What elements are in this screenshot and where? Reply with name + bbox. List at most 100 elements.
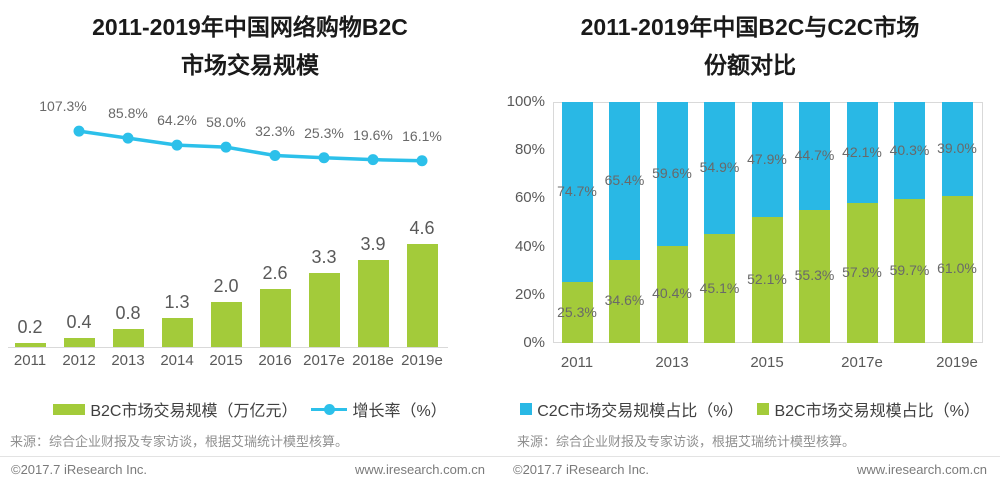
- growth-line-point: [220, 141, 232, 153]
- b2c-share-label: 34.6%: [604, 292, 645, 309]
- x-axis-tick-label: 2018e: [352, 352, 394, 369]
- y-axis-tick-label: 40%: [514, 237, 545, 255]
- bar-value-label: 0.4: [66, 312, 92, 333]
- bar-segment-b2c: [751, 217, 783, 343]
- right-chart-title-line2: 份额对比: [704, 52, 796, 78]
- left-footer: ©2017.7 iResearch Inc. www.iresearch.com…: [11, 462, 485, 477]
- b2c-share-label: 57.9%: [842, 264, 882, 281]
- y-axis-tick-label: 0%: [523, 334, 545, 351]
- b2c-share-label: 55.3%: [794, 267, 835, 284]
- bar-value-label: 0.2: [17, 316, 43, 337]
- growth-line-point: [416, 155, 428, 167]
- legend-item-growth-rate: 增长率（%）: [311, 397, 447, 421]
- x-axis-tick-label: 2013: [111, 352, 145, 369]
- left-chart-plot: 0.2 2011 0.4 2012 0.8 2013 1.3 2014 2.0 2015 2.6 20…: [8, 98, 448, 369]
- x-axis-tick-label: 2016: [258, 352, 292, 369]
- bar-segment-c2c: [609, 102, 640, 260]
- right-chart-plot: 0% 20% 40% 60% 80% 100% 74.7% 25.3% 65.4% 34.6% 59…: [500, 0, 1000, 482]
- bar-segment-b2c: [941, 195, 973, 343]
- c2c-share-label: 54.9%: [699, 159, 740, 176]
- x-axis-tick-label: 2014: [160, 352, 194, 369]
- c2c-share-label: 44.7%: [794, 146, 835, 163]
- left-chart-title-line2: 市场交易规模: [181, 52, 319, 78]
- b2c-share-label: 25.3%: [557, 303, 597, 320]
- bar-b2c-scale: [161, 317, 193, 347]
- right-chart-title: 2011-2019年中国B2C与C2C市场 份额对比: [500, 8, 1000, 84]
- website-link[interactable]: www.iresearch.com.cn: [354, 462, 485, 477]
- c2c-share-label: 59.6%: [652, 164, 692, 181]
- growth-rate-label: 64.2%: [157, 112, 197, 129]
- legend-label-c2c-share: C2C市场交易规模占比（%）: [537, 403, 744, 420]
- b2c-share-label: 61.0%: [937, 260, 977, 277]
- y-axis-tick-label: 80%: [514, 141, 545, 159]
- x-axis-tick-label: 2017e: [303, 352, 345, 369]
- y-axis-tick-label: 20%: [514, 285, 545, 303]
- left-divider: [0, 456, 500, 457]
- b2c-share-label: 59.7%: [889, 262, 930, 279]
- left-chart-panel: 2011-2019年中国网络购物B2C 市场交易规模 0.2 2011 0.4 201…: [0, 8, 500, 477]
- legend-item-c2c-share: C2C市场交易规模占比（%）: [520, 397, 743, 421]
- x-axis-tick-label: 2011: [13, 352, 47, 369]
- bar-value-label: 0.8: [115, 303, 141, 324]
- bar-segment-b2c: [704, 234, 735, 343]
- bar-swatch-icon: [53, 403, 86, 415]
- x-axis-tick-label: 2011: [560, 354, 594, 371]
- c2c-share-label: 47.9%: [747, 150, 787, 167]
- bar-value-label: 4.6: [409, 217, 435, 238]
- c2c-share-label: 39.0%: [937, 139, 977, 156]
- growth-rate-label: 25.3%: [304, 124, 344, 141]
- square-swatch-icon: [757, 403, 770, 415]
- bar-segment-c2c: [846, 102, 878, 204]
- b2c-share-label: 52.1%: [747, 271, 787, 288]
- left-x-axis-line: [8, 347, 448, 348]
- bar-b2c-scale: [357, 259, 389, 347]
- growth-rate-label: 58.0%: [206, 114, 246, 131]
- b2c-share-label: 45.1%: [699, 279, 740, 296]
- bar-segment-c2c: [751, 102, 783, 218]
- growth-line-point: [318, 152, 330, 164]
- bar-value-label: 2.6: [262, 262, 288, 283]
- x-axis-tick-label: 2019e: [936, 354, 978, 371]
- b2c-share-label: 40.4%: [652, 285, 692, 302]
- growth-rate-label: 19.6%: [353, 126, 393, 143]
- website-link[interactable]: www.iresearch.com.cn: [856, 462, 987, 477]
- legend-label-growth-rate: 增长率（%）: [352, 403, 447, 420]
- left-chart-legend: B2C市场交易规模（万亿元） 增长率（%）: [0, 397, 500, 421]
- bar-segment-c2c: [561, 102, 593, 283]
- bar-segment-b2c: [609, 259, 640, 343]
- bar-segment-b2c: [894, 199, 925, 343]
- c2c-share-label: 40.3%: [889, 141, 930, 158]
- growth-line-point: [171, 139, 183, 151]
- x-axis-tick-label: 2015: [750, 354, 784, 371]
- copyright-text: ©2017.7 iResearch Inc.: [513, 462, 650, 477]
- growth-rate-label: 16.1%: [402, 127, 442, 144]
- square-swatch-icon: [520, 403, 533, 415]
- bar-segment-c2c: [704, 102, 735, 235]
- bar-b2c-scale: [210, 302, 242, 347]
- bar-segment-b2c: [799, 209, 830, 343]
- c2c-share-label: 74.7%: [557, 183, 597, 199]
- left-chart-title-line1: 2011-2019年中国网络购物B2C: [92, 14, 408, 40]
- bar-segment-c2c: [941, 102, 973, 196]
- c2c-share-label: 65.4%: [604, 171, 645, 188]
- left-source-note: 来源：综合企业财报及专家访谈，根据艾瑞统计模型核算。: [10, 434, 349, 449]
- bar-value-label: 3.9: [360, 233, 386, 254]
- x-axis-tick-label: 2012: [62, 352, 96, 369]
- bar-segment-b2c: [561, 282, 593, 343]
- legend-item-b2c-share: B2C市场交易规模占比（%）: [757, 397, 980, 421]
- bar-segment-c2c: [656, 102, 688, 246]
- growth-line-point: [269, 150, 281, 162]
- bar-value-label: 2.0: [213, 276, 239, 297]
- x-axis-tick-label: 2019e: [401, 352, 443, 369]
- left-chart-title: 2011-2019年中国网络购物B2C 市场交易规模: [0, 8, 500, 84]
- y-axis-tick-label: 100%: [506, 93, 545, 110]
- bar-b2c-scale: [259, 288, 291, 347]
- legend-label-b2c-share: B2C市场交易规模占比（%）: [774, 403, 980, 420]
- bar-segment-c2c: [894, 102, 925, 200]
- growth-rate-label: 85.8%: [108, 105, 148, 122]
- bar-b2c-scale: [308, 273, 340, 347]
- bar-b2c-scale: [112, 329, 144, 347]
- right-chart-legend: C2C市场交易规模占比（%） B2C市场交易规模占比（%）: [500, 397, 1000, 421]
- legend-item-b2c-scale: B2C市场交易规模（万亿元）: [53, 397, 297, 421]
